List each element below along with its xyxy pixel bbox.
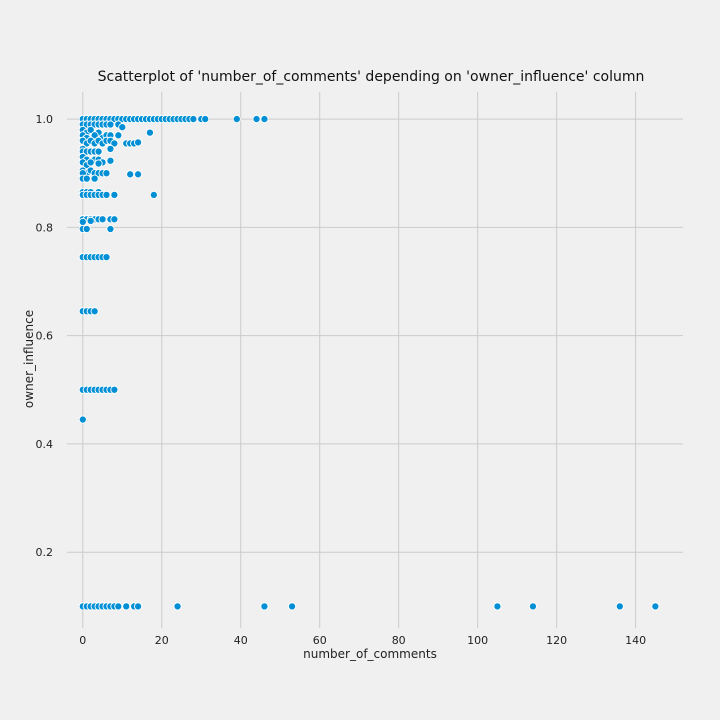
y-tick-label: 0.6 [36, 330, 54, 343]
data-point [110, 139, 119, 148]
data-point [173, 602, 182, 611]
data-point [86, 216, 95, 225]
x-tick-label: 120 [546, 634, 567, 647]
data-point [98, 215, 107, 224]
y-tick-label: 1.0 [36, 113, 54, 126]
data-point [145, 128, 154, 137]
x-tick-label: 40 [234, 634, 248, 647]
data-point [149, 190, 158, 199]
data-point [615, 602, 624, 611]
data-point [134, 170, 143, 179]
data-point [90, 307, 99, 316]
x-tick-label: 80 [392, 634, 406, 647]
data-point [90, 131, 99, 140]
y-tick-labels: 0.2 0.4 0.6 0.8 1.0 [36, 113, 54, 559]
y-axis-label: owner_influence [22, 310, 36, 408]
data-point [122, 602, 131, 611]
y-tick-label: 0.2 [36, 546, 54, 559]
data-point [82, 224, 91, 234]
grid [67, 92, 683, 628]
data-point [260, 115, 269, 124]
x-tick-label: 140 [625, 634, 646, 647]
data-point [106, 156, 115, 165]
data-point [102, 253, 111, 262]
data-point [232, 115, 241, 124]
x-tick-label: 100 [467, 634, 488, 647]
data-point [106, 224, 115, 234]
data-point [78, 217, 87, 226]
data-point [528, 602, 537, 611]
data-point [134, 138, 143, 147]
data-point [288, 602, 297, 611]
data-point [110, 385, 119, 394]
data-point [110, 215, 119, 224]
data-point [106, 120, 115, 129]
data-point [102, 169, 111, 178]
data-point [94, 159, 103, 168]
data-point [260, 602, 269, 611]
x-axis-label: number_of_comments [303, 647, 437, 661]
data-point [114, 602, 123, 611]
data-point [110, 190, 119, 199]
data-points [78, 115, 660, 611]
y-tick-label: 0.4 [36, 438, 54, 451]
x-tick-label: 60 [313, 634, 327, 647]
data-point [82, 174, 91, 183]
data-point [94, 147, 103, 156]
chart-title: Scatterplot of 'number_of_comments' depe… [98, 69, 645, 85]
data-point [106, 144, 115, 153]
data-point [651, 602, 660, 611]
x-tick-label: 20 [155, 634, 169, 647]
x-tick-labels: 0 20 40 60 80 100 120 140 [79, 634, 646, 647]
data-point [118, 123, 127, 132]
y-tick-label: 0.8 [36, 221, 54, 234]
data-point [78, 415, 87, 424]
data-point [86, 158, 95, 167]
x-tick-label: 0 [79, 634, 86, 647]
plot-area [67, 92, 683, 628]
data-point [252, 115, 261, 124]
data-point [189, 115, 198, 124]
data-point [201, 115, 210, 124]
data-point [134, 602, 143, 611]
data-point [114, 131, 123, 140]
data-point [86, 125, 95, 134]
data-point [102, 190, 111, 199]
data-point [90, 174, 99, 183]
data-point [126, 170, 135, 179]
data-point [493, 602, 502, 611]
